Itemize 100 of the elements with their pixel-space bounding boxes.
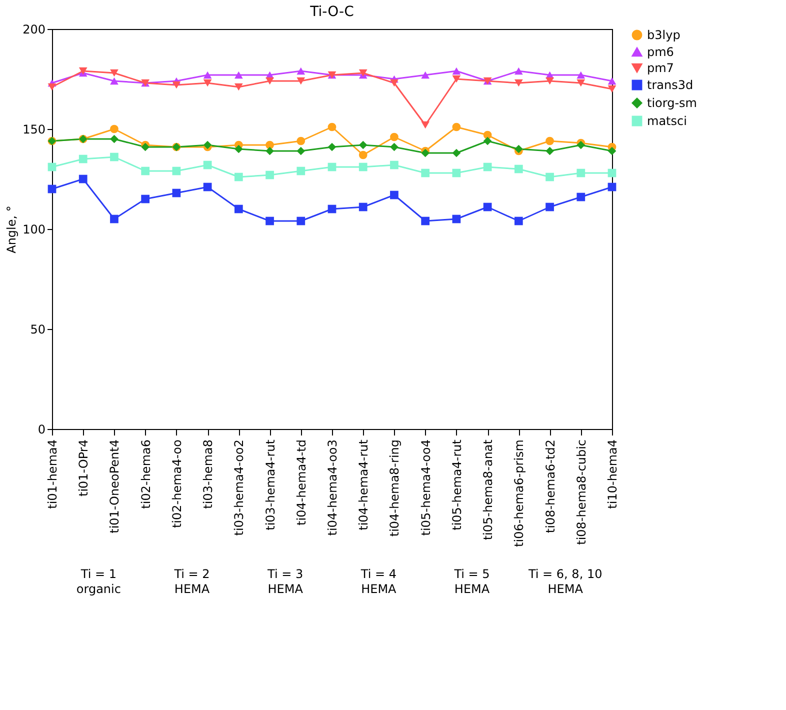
- x-tick-label: ti02-hema6: [138, 440, 153, 509]
- point: [234, 144, 243, 154]
- y-tick-label: 50: [30, 322, 46, 336]
- point: [172, 188, 181, 198]
- point: [546, 172, 554, 182]
- text: Ti = 2 HEMA: [173, 567, 210, 596]
- x-tick-label: ti04-hema8-ring: [388, 440, 402, 537]
- point: [483, 202, 492, 212]
- point: [452, 168, 461, 178]
- point: [266, 170, 274, 180]
- text: Ti = 1 organic: [76, 567, 121, 596]
- point: [234, 71, 243, 79]
- legend-label: b3lyp: [647, 28, 680, 42]
- point: [483, 162, 492, 172]
- text: Ti = 3 HEMA: [266, 567, 304, 596]
- point: [266, 146, 274, 156]
- point: [78, 154, 88, 164]
- x-tick-label: ti01-OneoPent4: [108, 440, 122, 534]
- point: [48, 184, 56, 194]
- point: [234, 204, 243, 214]
- legend-label: pm6: [647, 45, 674, 59]
- x-tick-label: ti02-hema4-oo: [170, 440, 184, 528]
- x-tick-label: ti08-hema6-td2: [543, 440, 558, 534]
- point: [452, 148, 461, 158]
- y-tick-label: 100: [22, 222, 46, 236]
- legend-label: trans3d: [647, 78, 694, 92]
- point: [203, 182, 212, 192]
- point: [514, 164, 523, 174]
- point: [452, 122, 461, 132]
- point: [390, 142, 398, 152]
- point: [358, 162, 368, 172]
- point: [608, 182, 616, 192]
- point: [390, 132, 398, 142]
- x-tick-label: ti10-hema4: [606, 440, 620, 509]
- y-tick-label: 150: [22, 122, 46, 136]
- text: Ti = 4 HEMA: [360, 567, 398, 596]
- point: [110, 134, 118, 144]
- point: [546, 77, 554, 85]
- point: [110, 214, 118, 224]
- text: Ti = 5 HEMA: [453, 567, 490, 596]
- point: [78, 174, 88, 184]
- point: [110, 77, 118, 85]
- point: [514, 79, 523, 87]
- point: [390, 190, 398, 200]
- point: [234, 172, 243, 182]
- point: [452, 75, 461, 83]
- point: [203, 71, 212, 79]
- x-tick-label: ti06-hema6-prism: [512, 440, 526, 547]
- y-tick-label: 200: [22, 22, 46, 36]
- point: [172, 166, 181, 176]
- x-tick-label: ti03-hema4-rut: [263, 439, 278, 530]
- x-tick-label: ti01-hema4: [46, 440, 60, 509]
- point: [358, 140, 368, 150]
- point: [546, 146, 554, 156]
- x-tick-label: ti08-hema8-cubic: [574, 440, 588, 545]
- point: [608, 146, 616, 156]
- text: Ti = 6, 8, 10 HEMA: [527, 567, 602, 596]
- point: [608, 168, 616, 178]
- point: [421, 216, 430, 226]
- point: [172, 81, 181, 89]
- point: [203, 79, 212, 87]
- x-tick-label: ti05-hema8-anat: [481, 439, 496, 540]
- point: [390, 160, 398, 170]
- point: [328, 142, 336, 152]
- point: [234, 83, 243, 91]
- x-tick-label: ti04-hema4-oo3: [326, 440, 340, 536]
- point: [483, 136, 492, 146]
- y-axis-title: Angle, °: [4, 206, 19, 254]
- point: [390, 79, 398, 87]
- y-tick-label: 0: [38, 422, 46, 436]
- legend-label: matsci: [647, 114, 687, 128]
- point: [296, 136, 306, 146]
- point: [358, 150, 368, 160]
- x-tick-label: ti04-hema4-rut: [356, 439, 371, 530]
- x-tick-label: ti05-hema4-oo4: [418, 440, 433, 536]
- point: [296, 77, 306, 85]
- point: [328, 162, 336, 172]
- point: [421, 168, 430, 178]
- point: [576, 192, 586, 202]
- legend-label: tiorg-sm: [647, 96, 697, 110]
- point: [452, 67, 461, 75]
- point: [266, 77, 274, 85]
- point: [141, 194, 150, 204]
- point: [328, 122, 336, 132]
- point: [546, 202, 554, 212]
- point: [358, 202, 368, 212]
- x-tick-label: ti01-OPr4: [76, 440, 91, 497]
- point: [296, 216, 306, 226]
- point: [546, 136, 554, 146]
- point: [514, 216, 523, 226]
- point: [514, 67, 523, 75]
- point: [328, 204, 336, 214]
- chart-title: Ti-O-C: [309, 4, 354, 20]
- point: [608, 85, 616, 93]
- point: [296, 146, 306, 156]
- x-tick-label: ti03-hema4-oo2: [232, 440, 246, 536]
- point: [48, 83, 56, 91]
- x-tick-label: ti04-hema4-td: [294, 440, 308, 526]
- x-tick-label: ti03-hema8: [201, 440, 216, 509]
- point: [421, 71, 430, 79]
